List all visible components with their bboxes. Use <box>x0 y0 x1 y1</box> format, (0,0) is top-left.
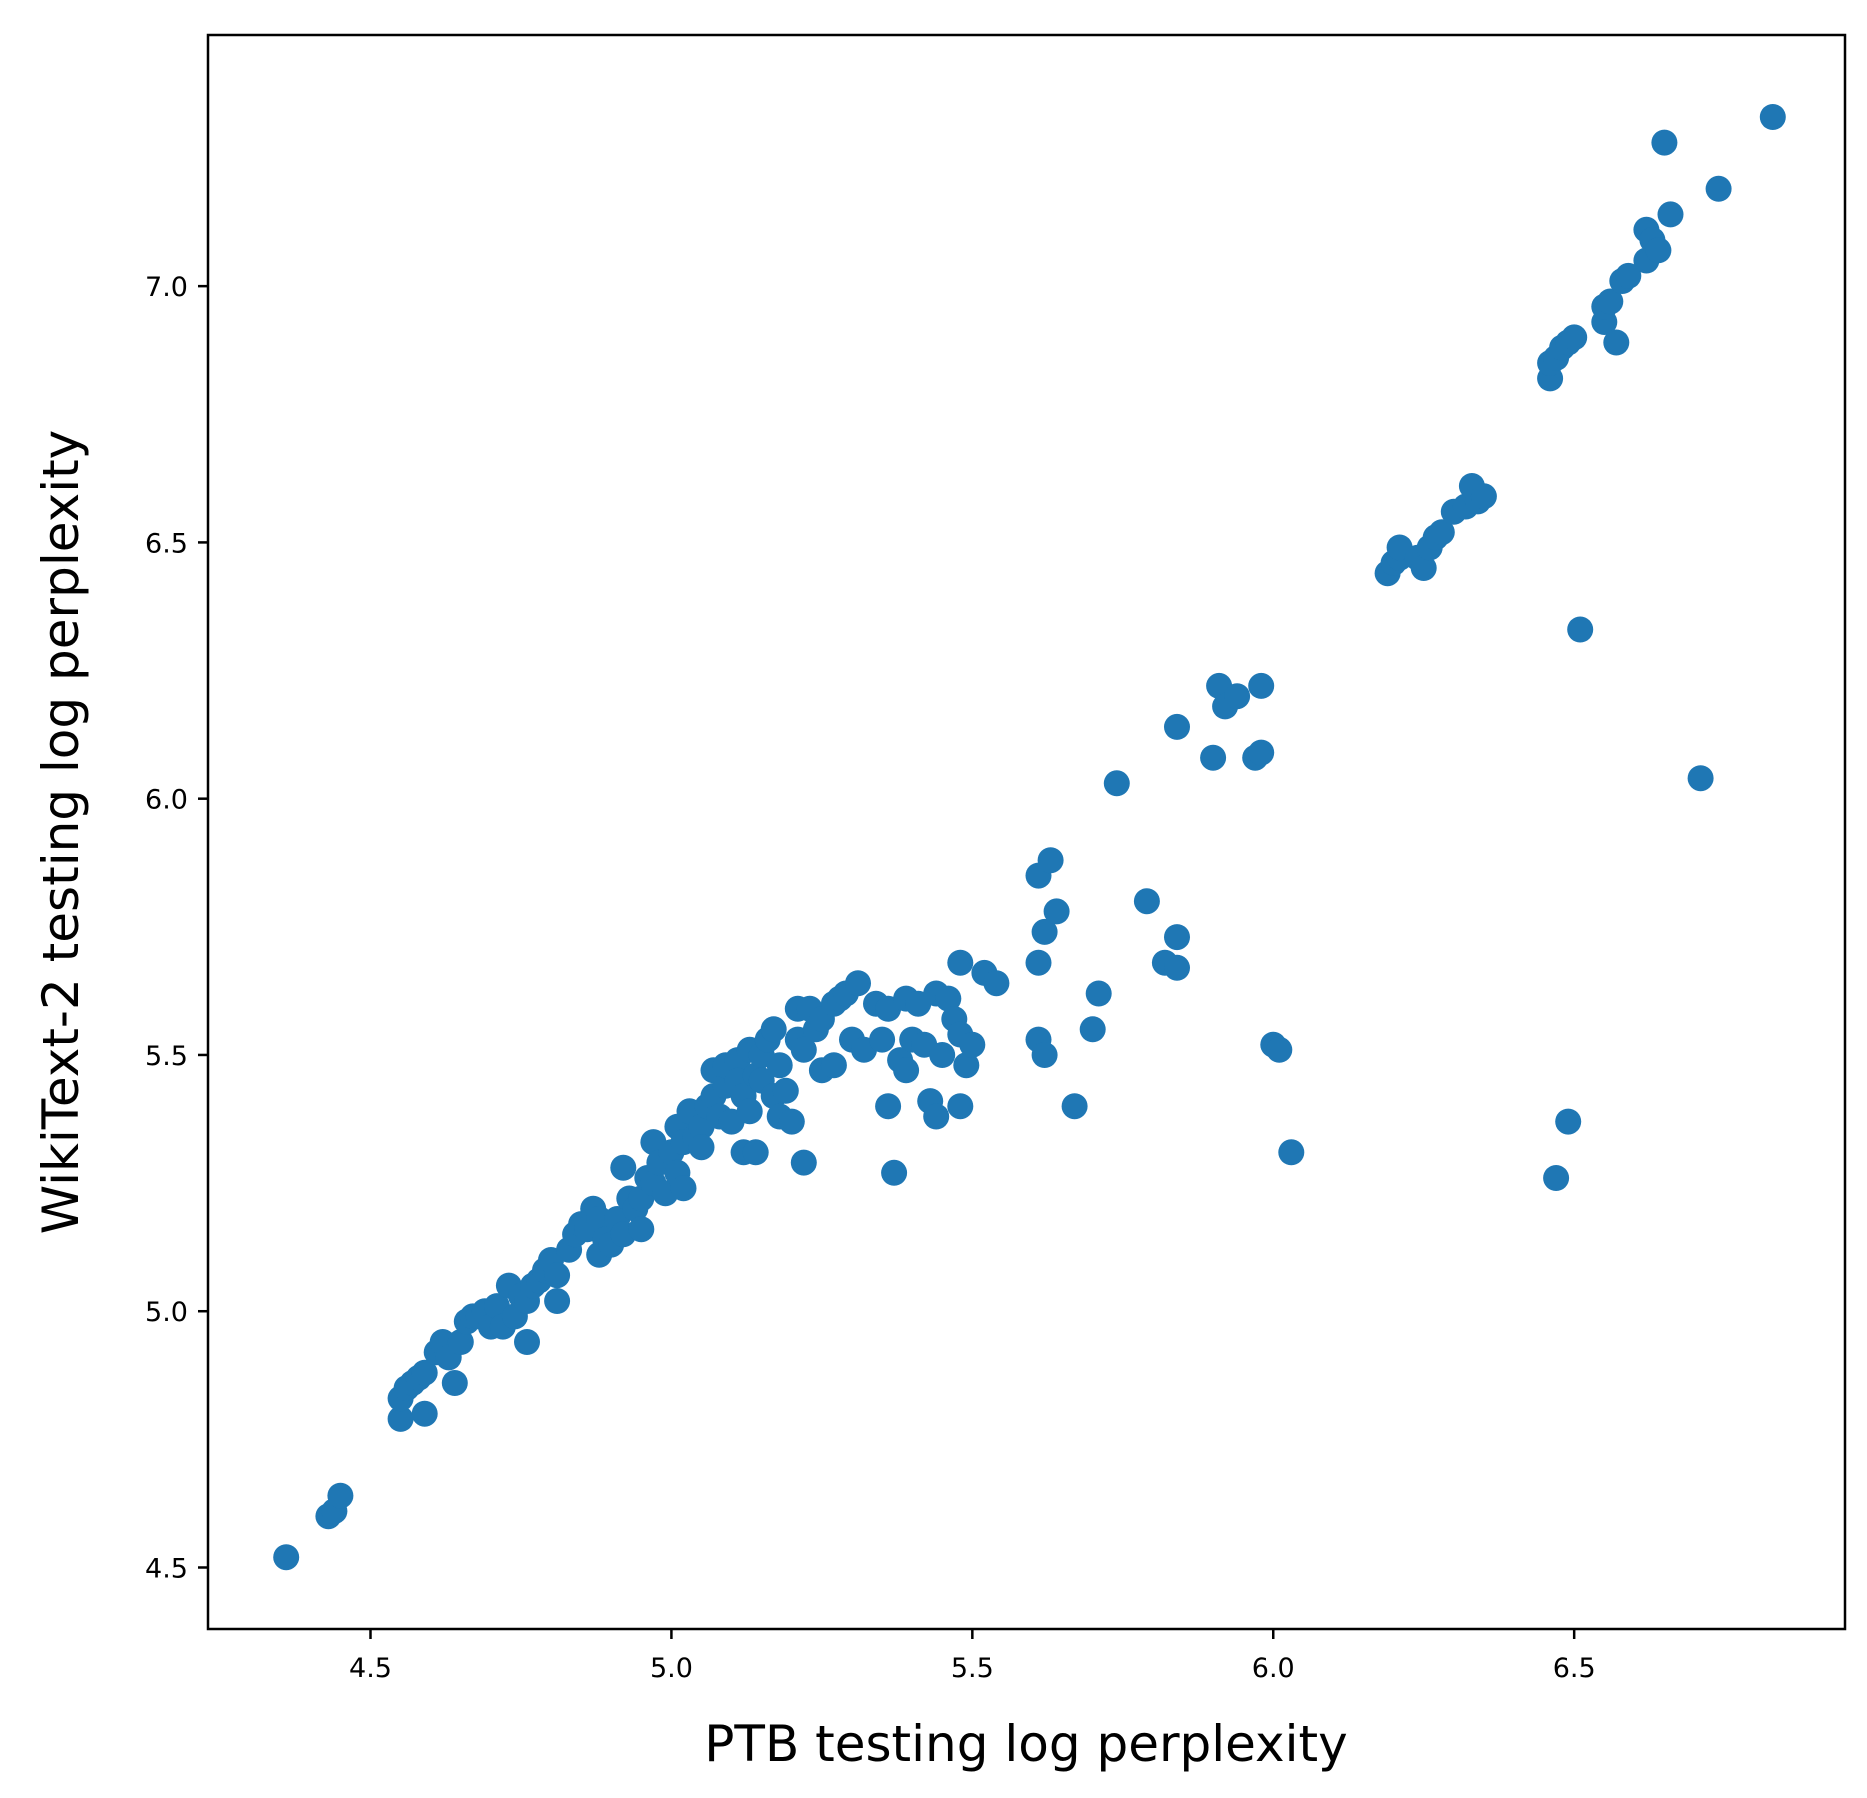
data-point <box>1278 1139 1305 1166</box>
x-tick-label: 6.0 <box>1252 1653 1295 1684</box>
y-tick-label: 7.0 <box>145 272 188 303</box>
y-tick-label: 6.5 <box>145 528 188 559</box>
data-point <box>1645 237 1672 264</box>
data-point <box>947 949 974 976</box>
data-point <box>1103 770 1130 797</box>
data-point <box>1687 765 1714 792</box>
data-point <box>881 1159 908 1186</box>
x-tick-label: 4.5 <box>349 1653 392 1684</box>
data-point <box>1079 1016 1106 1043</box>
data-point <box>1410 555 1437 581</box>
x-tick-label: 5.5 <box>951 1653 994 1684</box>
data-point <box>1705 175 1732 202</box>
data-point <box>760 1016 787 1043</box>
data-point <box>778 1108 805 1135</box>
data-point <box>688 1134 715 1161</box>
y-tick-label: 5.0 <box>145 1297 188 1328</box>
data-point <box>411 1359 438 1386</box>
data-point <box>1567 616 1594 643</box>
data-point <box>411 1400 438 1427</box>
data-point <box>670 1175 697 1202</box>
data-point <box>441 1370 468 1396</box>
data-point <box>544 1262 571 1289</box>
data-point <box>766 1052 793 1079</box>
data-point <box>959 1031 986 1058</box>
data-point <box>1061 1093 1088 1120</box>
data-point <box>1428 519 1455 546</box>
data-point <box>1031 918 1058 945</box>
x-tick-label: 5.0 <box>650 1653 693 1684</box>
data-point <box>544 1288 571 1314</box>
data-point <box>953 1052 980 1079</box>
data-point <box>1597 288 1624 315</box>
data-point <box>1657 201 1684 228</box>
axes-frame <box>206 33 1847 1631</box>
data-point <box>790 1036 817 1063</box>
data-point <box>514 1329 540 1355</box>
data-point <box>820 1052 847 1079</box>
data-point <box>923 1103 950 1130</box>
plot-area <box>208 35 1845 1629</box>
data-point <box>935 985 962 1012</box>
data-point <box>875 1093 902 1120</box>
data-point <box>387 1405 414 1432</box>
x-axis: 4.5 5.0 5.5 6.0 6.5 <box>349 1629 1596 1684</box>
y-tick-label: 5.5 <box>145 1041 188 1072</box>
data-point <box>736 1098 763 1125</box>
data-points <box>273 104 1786 1571</box>
data-point <box>1603 329 1630 356</box>
data-point <box>1470 483 1497 510</box>
data-point <box>1085 980 1112 1007</box>
data-point <box>1043 898 1070 925</box>
data-point <box>1615 262 1642 289</box>
data-point <box>845 970 871 997</box>
data-point <box>929 1042 956 1068</box>
y-tick-label: 4.5 <box>145 1553 188 1584</box>
data-point <box>327 1482 354 1509</box>
data-point <box>742 1139 769 1166</box>
y-axis: 4.5 5.0 5.5 6.0 6.5 7.0 <box>145 272 208 1584</box>
data-point <box>1200 744 1227 771</box>
data-point <box>628 1216 655 1243</box>
data-point <box>1561 324 1588 351</box>
data-point <box>869 1026 896 1053</box>
data-point <box>1025 949 1052 976</box>
y-tick-label: 6.0 <box>145 785 188 816</box>
data-point <box>1759 104 1786 130</box>
data-point <box>983 970 1010 997</box>
data-point <box>1224 683 1251 710</box>
data-point <box>610 1154 637 1181</box>
data-point <box>1037 847 1064 874</box>
data-point <box>1651 129 1678 156</box>
data-point <box>1248 739 1275 766</box>
data-point <box>772 1077 799 1104</box>
data-point <box>1248 672 1275 699</box>
data-point <box>1031 1042 1058 1068</box>
data-point <box>1133 888 1160 915</box>
data-point <box>1164 713 1190 740</box>
data-point <box>893 1057 920 1084</box>
data-point <box>1266 1036 1293 1063</box>
data-point <box>1164 954 1190 981</box>
data-point <box>586 1206 613 1232</box>
data-point <box>273 1544 300 1571</box>
data-point <box>447 1329 474 1355</box>
data-point <box>947 1093 974 1120</box>
data-point <box>1164 924 1190 951</box>
data-point <box>790 1149 817 1176</box>
y-axis-label: WikiText-2 testing log perplexity <box>32 430 90 1235</box>
data-point <box>1543 1165 1570 1191</box>
x-tick-label: 6.5 <box>1553 1653 1596 1684</box>
data-point <box>1555 1108 1582 1135</box>
x-axis-label: PTB testing log perplexity <box>704 1715 1347 1773</box>
